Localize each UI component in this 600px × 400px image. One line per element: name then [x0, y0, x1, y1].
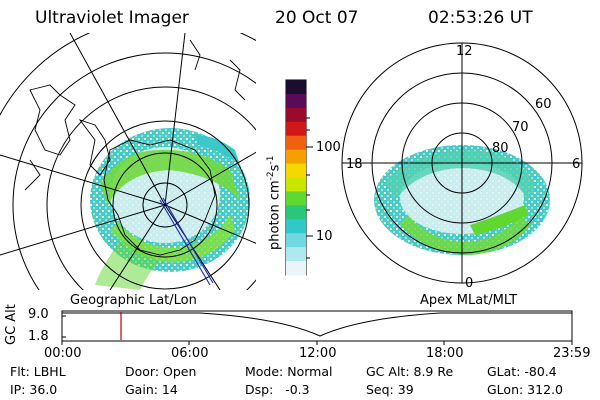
- seq-value: Seq: 39: [366, 382, 414, 397]
- colorbar-band: [286, 191, 306, 206]
- altitude-plot: [61, 310, 573, 345]
- gc-alt-value: GC Alt: 8.9 Re: [366, 364, 454, 379]
- colorbar-band: [286, 163, 306, 178]
- colorbar-tick-10: 10: [316, 229, 333, 244]
- dsp-value: Dsp: -0.3: [245, 382, 310, 397]
- door-value: Door: Open: [125, 364, 197, 379]
- altitude-tick-high: 9.0: [28, 307, 49, 322]
- color-bar: [285, 79, 313, 276]
- colorbar-band: [286, 247, 306, 262]
- left-coastlines: [24, 39, 246, 256]
- mlt-label-0: 0: [465, 276, 474, 291]
- time-tick-0: 00:00: [44, 346, 82, 361]
- mode-value: Mode: Normal: [245, 364, 333, 379]
- gain-value: Gain: 14: [125, 382, 178, 397]
- left-lat-circles: [0, 33, 256, 290]
- left-map-caption: Geographic Lat/Lon: [70, 293, 197, 308]
- colorbar-band: [286, 219, 306, 234]
- left-geographic-map: [0, 33, 256, 290]
- time-tick-4: 23:59: [553, 346, 591, 361]
- altitude-axis-label: GC Alt: [4, 304, 19, 345]
- glat-value: GLat: -80.4: [487, 364, 557, 379]
- altitude-tick-low: 1.8: [28, 329, 49, 344]
- glon-value: GLon: 312.0: [487, 382, 563, 397]
- colorbar-tick-100: 100: [316, 140, 341, 155]
- colorbar-band: [286, 121, 306, 137]
- mlat-label-80: 80: [492, 141, 509, 156]
- colorbar-band: [286, 177, 306, 192]
- mlt-label-18: 18: [346, 157, 363, 172]
- colorbar-unit-label: photon cm-2s-1: [266, 155, 283, 250]
- right-map-caption: Apex MLat/MLT: [420, 293, 518, 308]
- right-magnetic-map: [341, 42, 583, 284]
- colorbar-band: [286, 93, 306, 109]
- colorbar-band: [286, 135, 306, 151]
- colorbar-band: [286, 233, 306, 248]
- colorbar-band: [286, 149, 306, 165]
- date-label: 20 Oct 07: [275, 8, 359, 28]
- time-tick-2: 12:00: [299, 346, 337, 361]
- colorbar-band: [286, 261, 306, 276]
- ip-value: IP: 36.0: [10, 382, 58, 397]
- colorbar-band: [286, 107, 306, 123]
- time-label: 02:53:26 UT: [428, 8, 533, 28]
- time-tick-1: 06:00: [171, 346, 209, 361]
- colorbar-band: [286, 80, 306, 95]
- instrument-title: Ultraviolet Imager: [35, 8, 189, 28]
- filter-value: Flt: LBHL: [10, 364, 66, 379]
- mlt-label-12: 12: [456, 44, 473, 59]
- mlt-label-6: 6: [572, 157, 581, 172]
- mlat-label-70: 70: [512, 120, 529, 135]
- mlat-label-60: 60: [535, 97, 552, 112]
- colorbar-band: [286, 205, 306, 220]
- time-tick-3: 18:00: [426, 346, 464, 361]
